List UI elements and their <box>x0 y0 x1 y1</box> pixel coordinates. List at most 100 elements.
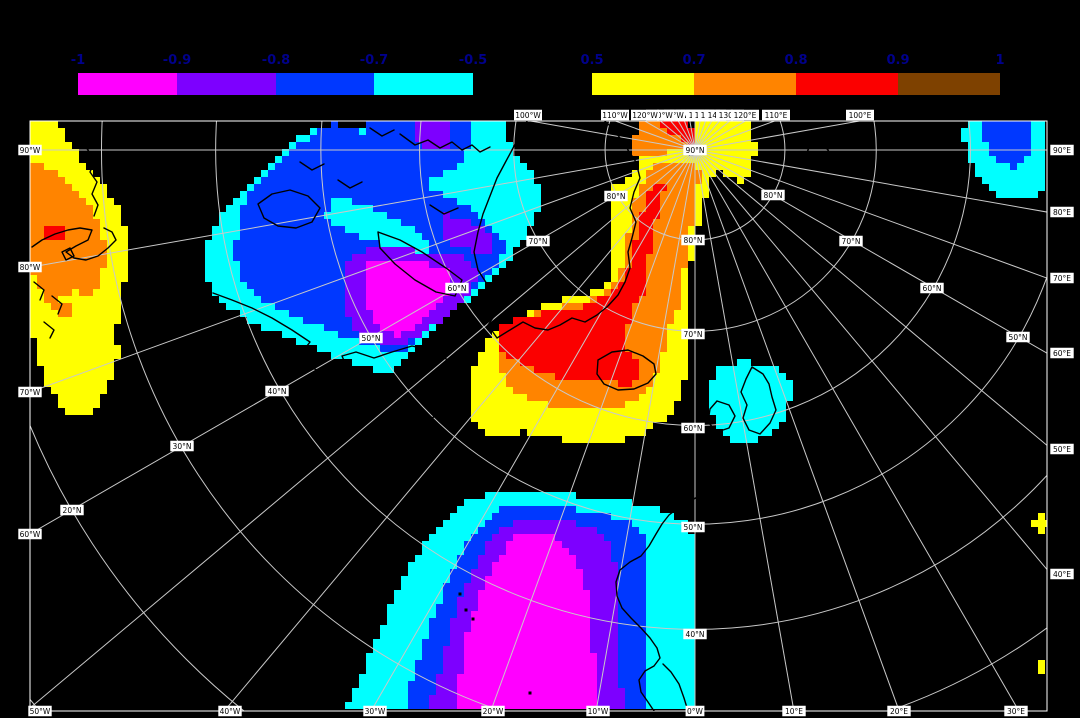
map-grid-label-box <box>839 235 863 247</box>
grid-meridian <box>30 149 696 709</box>
coastline <box>615 496 698 711</box>
map-grid-label: 70°N <box>526 235 550 247</box>
region-band-red <box>499 184 667 380</box>
map-grid-label: 30°N <box>170 440 194 452</box>
colorbar-positive-segment-2 <box>694 73 796 95</box>
map-grid-label-text: 80°E <box>1053 208 1071 217</box>
map-grid-label: 40°W <box>218 705 242 717</box>
map-grid-label-box <box>762 109 790 121</box>
map-grid-label-text: 110°E <box>765 111 788 120</box>
map-grid-label-text: 70°E <box>1053 274 1071 283</box>
coastline <box>707 400 736 433</box>
map-grid-label: 50°N <box>1006 331 1030 343</box>
coastline-layer <box>31 121 837 711</box>
colorbar-tick-label: -0.8 <box>261 53 291 68</box>
map-grid-label: 20°N <box>60 504 84 516</box>
map-grid-label-box <box>1004 705 1028 717</box>
map-grid-label: 70°W <box>18 386 42 398</box>
coastline <box>369 127 395 137</box>
map-grid-label: 40°N <box>683 628 707 640</box>
grid-meridian <box>694 149 1047 354</box>
map-grid-label-box <box>846 109 874 121</box>
map-grid-label: 130°E <box>716 109 744 121</box>
map-grid-label: 120°E <box>731 109 759 121</box>
map-grid-label-box <box>731 109 759 121</box>
map-grid-label: 60°E <box>1050 347 1074 359</box>
map-grid-label-box <box>716 109 744 121</box>
map-grid-label-box <box>887 705 911 717</box>
colorbar-tick-label: 0.9 <box>886 53 910 68</box>
map-grid-label-text: 80°N <box>764 191 783 200</box>
region-canada-magenta <box>366 261 450 338</box>
grid-meridian <box>694 149 1047 279</box>
coastline <box>662 663 689 711</box>
map-grid-label-box <box>1050 568 1074 580</box>
region-canada-inner-cyan <box>324 198 429 254</box>
coastline <box>799 135 837 173</box>
map-grid-label-box <box>170 440 194 452</box>
map-grid-label-box <box>681 422 705 434</box>
map-grid-label-text: 120°E <box>734 111 757 120</box>
pole-sector-orange <box>632 121 688 156</box>
colorbar-tick-label: -0.7 <box>359 53 389 68</box>
grid-meridian <box>595 149 696 711</box>
map-grid-label-box <box>601 109 629 121</box>
map-grid-label-text: 40°W <box>220 707 241 716</box>
map-grid-label-text: 10°E <box>785 707 803 716</box>
map-grid-label-box <box>359 332 383 344</box>
map-grid-label: 80°E <box>1050 206 1074 218</box>
map-grid-label-text: 30°E <box>1007 707 1025 716</box>
grid-meridian <box>527 121 696 151</box>
map-grid-label-box <box>1050 443 1074 455</box>
coastline <box>257 189 321 229</box>
map-grid-label: 60°N <box>920 282 944 294</box>
colorbar-negative-segment-3 <box>276 73 374 95</box>
grid-meridian <box>694 149 900 711</box>
map-grid-label: 60°W <box>18 528 42 540</box>
colorbar-positive-segment-1 <box>592 73 694 95</box>
island-dot <box>471 617 475 621</box>
map-grid-label: 70°N <box>681 328 705 340</box>
map-grid-label-text: 40°E <box>1053 570 1071 579</box>
colorbar-positive-segment-4 <box>898 73 1000 95</box>
grid-meridian <box>694 149 1020 711</box>
map-grid-label-text: 90°W <box>20 146 41 155</box>
region-south-magenta <box>457 534 597 709</box>
map-grid-label-box <box>681 521 705 533</box>
map-grid-label: 50°N <box>359 332 383 344</box>
map-grid-label-box <box>782 705 806 717</box>
map-grid-label-text: 10°W <box>588 707 609 716</box>
map-grid-label-box <box>604 190 628 202</box>
map-grid-label-text: 60°E <box>1053 349 1071 358</box>
map-grid-label-text: 130°E <box>719 111 742 120</box>
map-grid-label-text: 30°W <box>365 707 386 716</box>
map-grid-label: 10°W <box>586 705 610 717</box>
colorbar-tick-label: 0.8 <box>784 53 808 68</box>
region-west-edge-orange <box>30 163 107 310</box>
map-grid-label-text: 70°N <box>842 237 861 246</box>
map-grid-label: 80°N <box>761 189 785 201</box>
map-grid-label-text: 120°W <box>632 111 658 120</box>
map-grid-label: 30°E <box>1004 705 1028 717</box>
map-grid-label-box <box>1050 347 1074 359</box>
colorbar-tick-label: 1 <box>995 53 1005 68</box>
map-grid-label-box <box>586 705 610 717</box>
colorbar-tick-label: -1 <box>70 53 86 68</box>
coastline <box>33 281 45 301</box>
map-grid-label-box <box>28 705 52 717</box>
map-grid-label-box <box>683 628 707 640</box>
map-grid-label-box <box>1050 144 1074 156</box>
grid-meridian <box>694 149 1047 447</box>
grid-meridian <box>659 121 696 151</box>
island-dot <box>528 691 532 695</box>
map-grid-label-box <box>363 705 387 717</box>
grid-meridian <box>643 121 696 151</box>
map-grid-label: 70°E <box>1050 272 1074 284</box>
map-grid-label-text: 60°N <box>923 284 942 293</box>
map-grid-label-box <box>681 328 705 340</box>
map-grid-label: 50°E <box>1050 443 1074 455</box>
map-grid-label-box <box>683 144 707 156</box>
colorbar-negative-segment-2 <box>177 73 276 95</box>
